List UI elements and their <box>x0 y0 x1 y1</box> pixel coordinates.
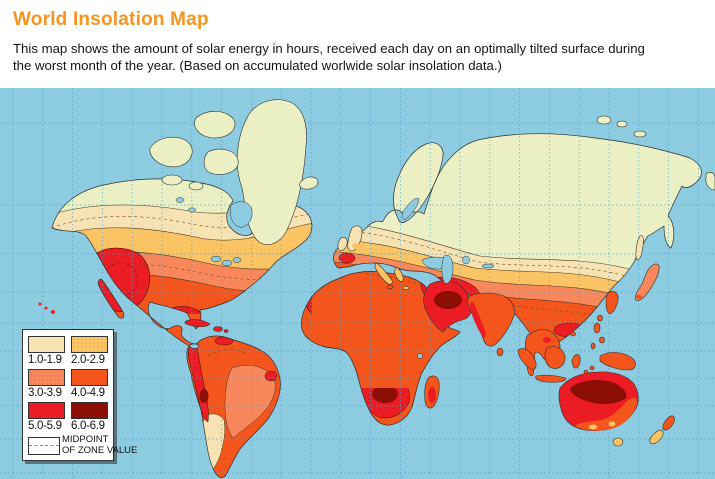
islands <box>38 99 715 447</box>
indonesia <box>517 346 636 383</box>
caribbean-islands <box>184 319 229 333</box>
map-description: This map shows the amount of solar energ… <box>13 40 708 74</box>
legend-midpoint-swatch <box>28 436 60 455</box>
arabia <box>423 280 472 333</box>
legend-item-2: 2.0-2.9 <box>71 336 108 366</box>
legend-item-5: 5.0-5.9 <box>28 402 65 432</box>
british-isles <box>337 225 363 252</box>
legend: 1.0-1.9 2.0-2.9 3.0-3.9 4.0-4.9 5.0-5.9 … <box>22 329 137 461</box>
legend-swatch-2 <box>71 336 108 353</box>
legend-swatch-3 <box>28 369 65 386</box>
ocean <box>0 88 715 479</box>
iceland <box>299 176 319 190</box>
legend-range-3: 3.0-3.9 <box>28 387 62 399</box>
australia <box>558 371 639 447</box>
legend-midpoint-item: MIDPOINT OF ZONE VALUE <box>28 434 137 456</box>
map-area: 1.0-1.9 2.0-2.9 3.0-3.9 4.0-4.9 5.0-5.9 … <box>0 88 715 479</box>
madagascar <box>424 375 440 409</box>
southern-europe <box>374 262 410 290</box>
legend-range-4: 4.0-4.9 <box>71 387 105 399</box>
header: World Insolation Map This map shows the … <box>0 0 715 88</box>
legend-range-1: 1.0-1.9 <box>28 354 62 366</box>
hawaii <box>38 302 55 314</box>
description-line-2: the worst month of the year. (Based on a… <box>13 58 502 73</box>
new-zealand <box>649 415 675 445</box>
legend-item-6: 6.0-6.9 <box>71 402 108 432</box>
legend-swatch-1 <box>28 336 65 353</box>
legend-swatch-4 <box>71 369 108 386</box>
india <box>467 292 515 357</box>
legend-range-2: 2.0-2.9 <box>71 354 105 366</box>
legend-grid: 1.0-1.9 2.0-2.9 3.0-3.9 4.0-4.9 5.0-5.9 … <box>28 336 108 432</box>
bering-land-sliver <box>705 172 715 191</box>
world-map <box>0 88 715 479</box>
greenland <box>236 99 307 245</box>
arctic-islands <box>149 111 647 191</box>
legend-range-5: 5.0-5.9 <box>28 420 62 432</box>
legend-item-3: 3.0-3.9 <box>28 369 65 399</box>
legend-swatch-6 <box>71 402 108 419</box>
legend-item-4: 4.0-4.9 <box>71 369 108 399</box>
lakes <box>175 197 495 359</box>
legend-midpoint-label: MIDPOINT OF ZONE VALUE <box>62 434 138 456</box>
description-line-1: This map shows the amount of solar energ… <box>13 41 645 56</box>
legend-item-1: 1.0-1.9 <box>28 336 65 366</box>
page-title: World Insolation Map <box>13 9 209 30</box>
dashed-line-icon <box>29 445 59 446</box>
japan-region <box>635 235 660 301</box>
legend-swatch-5 <box>28 402 65 419</box>
legend-range-6: 6.0-6.9 <box>71 420 105 432</box>
